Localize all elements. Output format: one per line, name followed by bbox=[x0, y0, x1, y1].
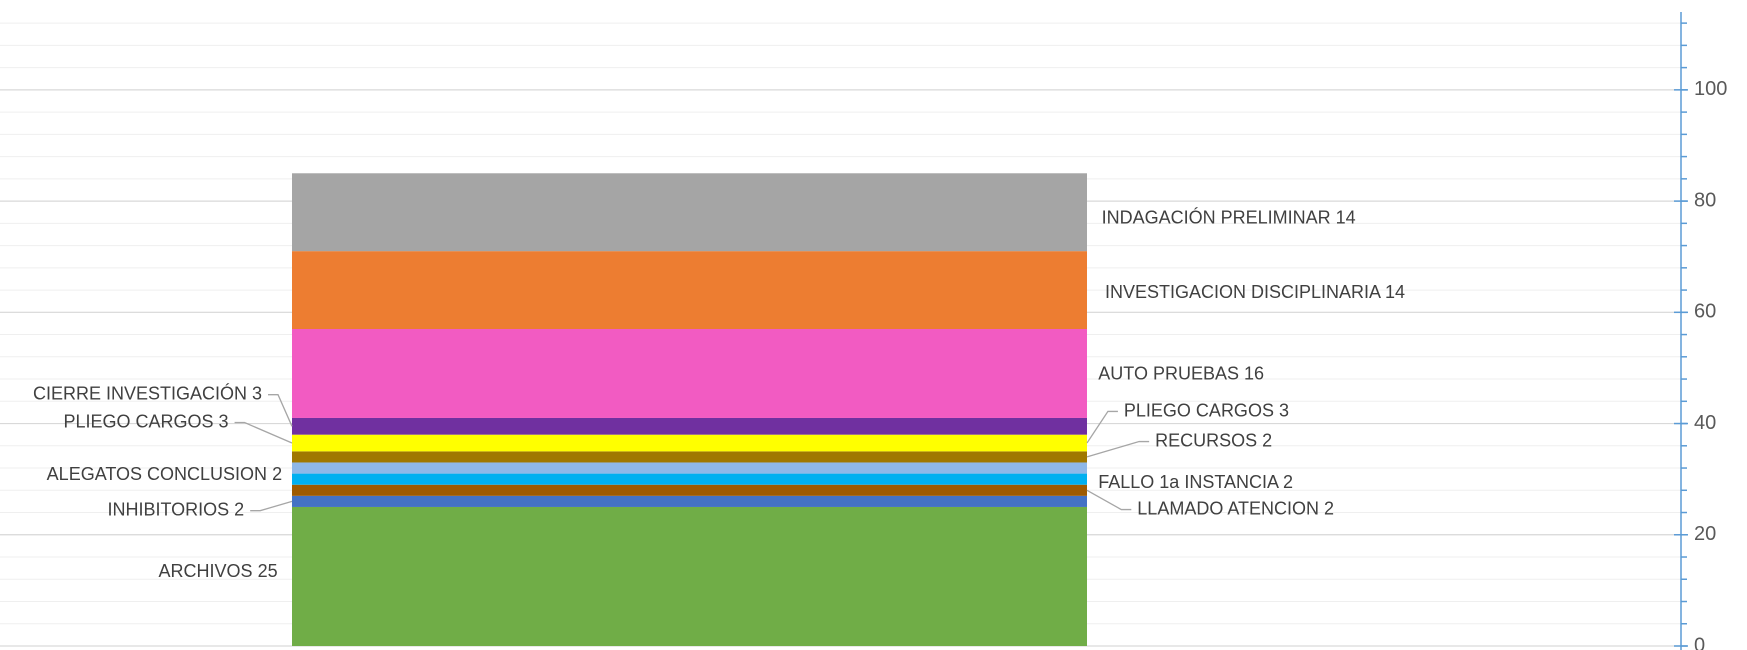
label-value: 2 bbox=[1324, 498, 1334, 518]
label-name: INDAGACIÓN PRELIMINAR bbox=[1102, 206, 1331, 227]
data-label: CIERRE INVESTIGACIÓN 3 bbox=[33, 382, 262, 403]
label-name: LLAMADO ATENCION bbox=[1137, 498, 1319, 518]
data-label: FALLO 1a INSTANCIA 2 bbox=[1098, 472, 1293, 492]
label-value: 3 bbox=[219, 411, 229, 431]
label-value: 2 bbox=[1283, 472, 1293, 492]
bar-segment bbox=[292, 451, 1087, 463]
bar-segment bbox=[292, 417, 1087, 435]
label-value: 25 bbox=[258, 561, 278, 581]
label-value: 2 bbox=[272, 464, 282, 484]
data-label: INHIBITORIOS 2 bbox=[107, 499, 244, 519]
label-value: 14 bbox=[1336, 207, 1356, 227]
data-label: AUTO PRUEBAS 16 bbox=[1098, 363, 1264, 383]
label-value: 3 bbox=[1279, 400, 1289, 420]
label-value: 16 bbox=[1244, 363, 1264, 383]
y-tick-label: 100 bbox=[1694, 78, 1727, 100]
label-name: INVESTIGACION DISCIPLINARIA bbox=[1105, 282, 1381, 302]
label-value: 2 bbox=[234, 499, 244, 519]
label-value: 2 bbox=[1262, 430, 1272, 450]
data-label: RECURSOS 2 bbox=[1155, 430, 1272, 450]
leader-line bbox=[250, 500, 293, 512]
label-name: AUTO PRUEBAS bbox=[1098, 363, 1239, 383]
bar-segment bbox=[292, 434, 1087, 452]
leader-line bbox=[1086, 489, 1132, 511]
y-tick-label: 20 bbox=[1694, 523, 1716, 545]
data-label: ARCHIVOS 25 bbox=[159, 561, 278, 581]
y-tick-label: 40 bbox=[1694, 412, 1716, 434]
leader-line bbox=[234, 421, 293, 444]
label-name: CIERRE INVESTIGACIÓN bbox=[33, 382, 247, 403]
bar-segment bbox=[292, 251, 1087, 329]
bar-segment bbox=[292, 173, 1087, 252]
y-tick-label: 0 bbox=[1694, 634, 1705, 650]
leader-line bbox=[268, 394, 293, 427]
y-tick-label: 80 bbox=[1694, 189, 1716, 211]
bar-segment bbox=[292, 506, 1087, 646]
label-name: INHIBITORIOS bbox=[107, 499, 229, 519]
data-label: LLAMADO ATENCION 2 bbox=[1137, 498, 1334, 518]
bar-segment bbox=[292, 462, 1087, 474]
label-name: RECURSOS bbox=[1155, 430, 1257, 450]
bar-segment bbox=[292, 495, 1087, 507]
bar-segment bbox=[292, 329, 1087, 418]
data-label: INDAGACIÓN PRELIMINAR 14 bbox=[1102, 206, 1356, 227]
bar-segment bbox=[292, 473, 1087, 485]
leader-line bbox=[1086, 410, 1118, 444]
label-value: 3 bbox=[252, 383, 262, 403]
label-value: 14 bbox=[1385, 282, 1405, 302]
data-label: ALEGATOS CONCLUSION 2 bbox=[47, 464, 282, 484]
y-tick-label: 60 bbox=[1694, 301, 1716, 323]
label-name: FALLO 1a INSTANCIA bbox=[1098, 472, 1279, 492]
label-name: ARCHIVOS bbox=[159, 561, 253, 581]
data-label: PLIEGO CARGOS 3 bbox=[63, 411, 228, 431]
leader-line bbox=[1086, 440, 1150, 458]
label-name: PLIEGO CARGOS bbox=[1124, 400, 1274, 420]
bar-segment bbox=[292, 484, 1087, 496]
label-name: PLIEGO CARGOS bbox=[63, 411, 213, 431]
data-label: PLIEGO CARGOS 3 bbox=[1124, 400, 1289, 420]
data-label: INVESTIGACION DISCIPLINARIA 14 bbox=[1105, 282, 1405, 302]
label-name: ALEGATOS CONCLUSION bbox=[47, 464, 267, 484]
